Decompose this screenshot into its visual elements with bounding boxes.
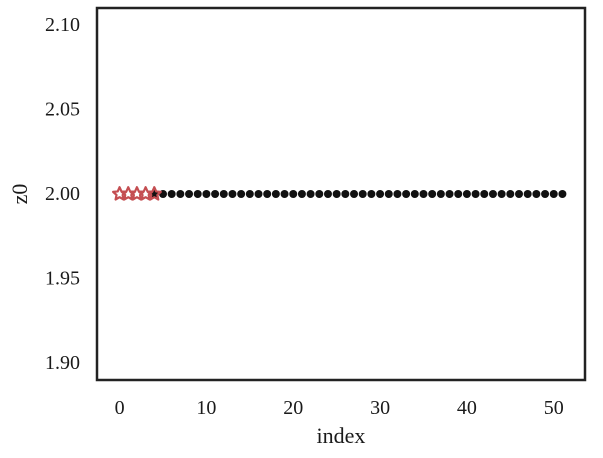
circle-marker (219, 190, 228, 198)
plot-marks (112, 186, 567, 201)
y-tick-label: 2.05 (45, 98, 80, 120)
circle-marker (488, 190, 497, 198)
circle-marker (462, 190, 471, 198)
y-axis-label: z0 (7, 184, 32, 205)
x-tick-label: 10 (196, 397, 216, 419)
circle-marker (332, 190, 341, 198)
circle-marker (350, 190, 359, 198)
x-tick-label: 0 (115, 397, 125, 419)
x-tick-label: 20 (283, 397, 303, 419)
circle-marker (245, 190, 254, 198)
circle-marker (506, 190, 515, 198)
x-tick-label: 30 (370, 397, 390, 419)
circle-marker (402, 190, 411, 198)
circle-marker (185, 190, 194, 198)
circle-marker (315, 190, 324, 198)
y-tick-label: 2.10 (45, 14, 80, 36)
y-tick-label: 2.00 (45, 183, 80, 205)
y-tick-label: 1.95 (45, 268, 80, 290)
plot-frame (95, 6, 587, 382)
circle-marker (445, 190, 454, 198)
circle-marker (358, 190, 367, 198)
circle-marker (436, 190, 445, 198)
circle-marker (323, 190, 332, 198)
circle-marker (237, 190, 246, 198)
circle-marker (306, 190, 315, 198)
circle-marker (384, 190, 393, 198)
circle-marker (280, 190, 289, 198)
circle-marker (541, 190, 550, 198)
circle-marker (263, 190, 272, 198)
y-tick-label: 1.90 (45, 352, 80, 374)
circle-marker (341, 190, 350, 198)
circle-marker (410, 190, 419, 198)
circle-marker (393, 190, 402, 198)
circle-marker (454, 190, 463, 198)
circle-marker (419, 190, 428, 198)
circle-marker (558, 190, 567, 198)
star-marker (146, 186, 162, 201)
circle-marker (228, 190, 237, 198)
circle-marker (376, 190, 385, 198)
x-axis-label: index (317, 423, 366, 448)
circle-marker (532, 190, 541, 198)
circle-marker (202, 190, 211, 198)
circle-marker (549, 190, 558, 198)
x-tick-label: 50 (544, 397, 564, 419)
circle-marker (523, 190, 532, 198)
circle-marker (167, 190, 176, 198)
circle-marker (297, 190, 306, 198)
circle-marker (254, 190, 263, 198)
circle-marker (471, 190, 480, 198)
y-axis-ticks: 1.90 1.95 2.00 2.05 2.10 (45, 14, 80, 374)
x-axis-ticks: 0 10 20 30 40 50 (115, 397, 564, 419)
circle-marker (367, 190, 376, 198)
circle-marker (497, 190, 506, 198)
circle-marker (289, 190, 298, 198)
x-tick-label: 40 (457, 397, 477, 419)
circle-marker (193, 190, 202, 198)
circle-marker (211, 190, 220, 198)
circle-marker (271, 190, 280, 198)
circle-marker (176, 190, 185, 198)
circle-marker (428, 190, 437, 198)
circle-marker (515, 190, 524, 198)
circle-marker (480, 190, 489, 198)
